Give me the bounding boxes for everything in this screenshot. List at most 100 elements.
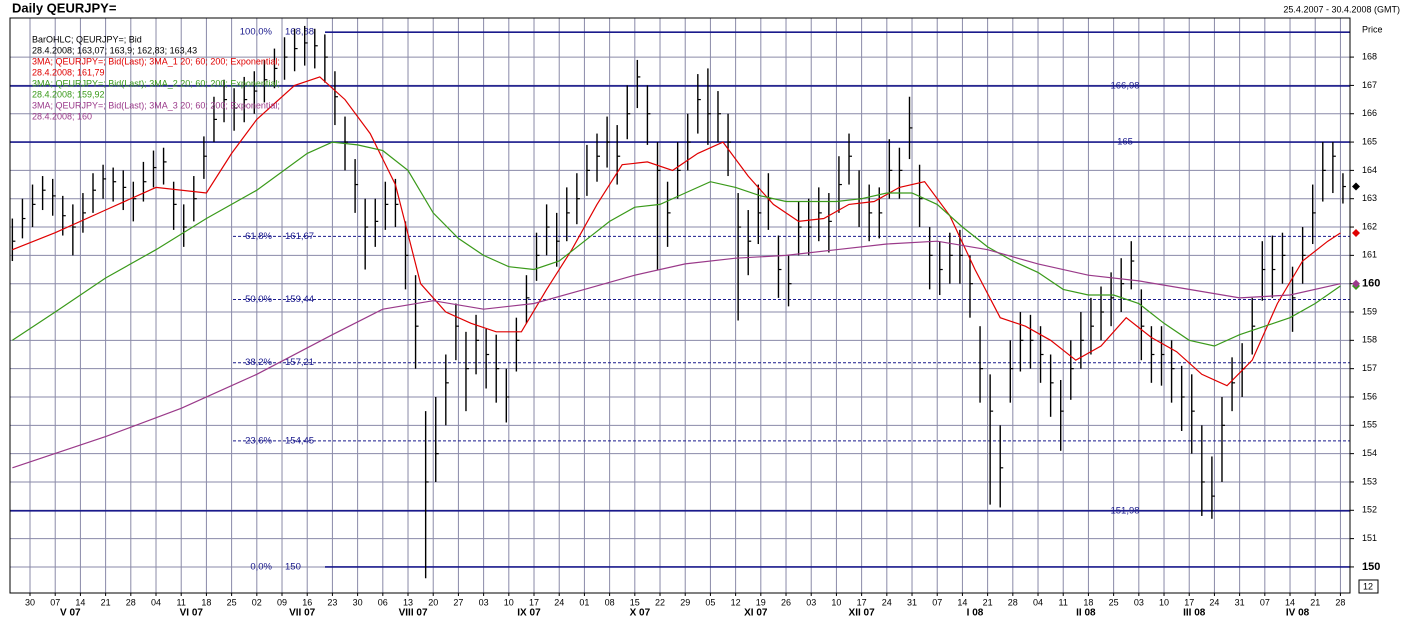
x-tick-label: 18 bbox=[1083, 597, 1093, 607]
legend-entry: 28.4.2008; 161,79 bbox=[32, 67, 105, 77]
x-tick-label: 09 bbox=[277, 597, 287, 607]
x-tick-label: 31 bbox=[907, 597, 917, 607]
x-tick-label: 10 bbox=[504, 597, 514, 607]
last-value-marker bbox=[1352, 182, 1360, 191]
corner-label: 12 bbox=[1363, 581, 1373, 591]
legend-entry: 3MA; QEURJPY=; Bid(Last); 3MA_1 20; 60; … bbox=[32, 56, 280, 66]
y-tick-label: 155 bbox=[1362, 420, 1377, 430]
x-tick-label: 28 bbox=[1335, 597, 1345, 607]
fib-price: 154,45 bbox=[285, 435, 314, 446]
x-tick-label: 08 bbox=[605, 597, 615, 607]
x-tick-label: 27 bbox=[453, 597, 463, 607]
x-tick-label: 17 bbox=[1184, 597, 1194, 607]
x-tick-label: 11 bbox=[1059, 597, 1068, 607]
x-tick-label: 01 bbox=[579, 597, 589, 607]
y-tick-label: 167 bbox=[1362, 80, 1377, 90]
x-tick-label: 26 bbox=[781, 597, 791, 607]
month-label: II 08 bbox=[1076, 608, 1096, 619]
month-label: IX 07 bbox=[517, 608, 541, 619]
x-tick-label: 14 bbox=[957, 597, 967, 607]
x-tick-label: 17 bbox=[857, 597, 867, 607]
level-label: 166,98 bbox=[1110, 80, 1139, 91]
y-tick-label: 150 bbox=[1362, 561, 1380, 573]
x-tick-label: 20 bbox=[428, 597, 438, 607]
x-tick-label: 12 bbox=[731, 597, 741, 607]
x-tick-label: 28 bbox=[1008, 597, 1018, 607]
x-tick-label: 24 bbox=[1209, 597, 1219, 607]
y-tick-label: 152 bbox=[1362, 505, 1377, 515]
x-tick-label: 16 bbox=[302, 597, 312, 607]
x-tick-label: 07 bbox=[932, 597, 942, 607]
x-tick-label: 19 bbox=[756, 597, 766, 607]
y-axis-label: Price bbox=[1362, 24, 1383, 34]
y-tick-label: 158 bbox=[1362, 335, 1377, 345]
last-value-marker bbox=[1352, 279, 1360, 288]
y-tick-label: 161 bbox=[1362, 250, 1377, 260]
ma-line bbox=[12, 76, 1341, 387]
x-tick-label: 18 bbox=[201, 597, 211, 607]
x-tick-label: 24 bbox=[882, 597, 892, 607]
legend-entry: 3MA; QEURJPY=; Bid(Last); 3MA_2 20; 60; … bbox=[32, 78, 280, 88]
fib-price: 157,21 bbox=[285, 357, 314, 368]
legend-entry: BarOHLC; QEURJPY=; Bid bbox=[32, 34, 142, 44]
month-label: X 07 bbox=[630, 608, 651, 619]
x-tick-label: 07 bbox=[50, 597, 60, 607]
y-tick-label: 151 bbox=[1362, 533, 1377, 543]
fib-percent: 61,8% bbox=[245, 231, 272, 242]
bars bbox=[11, 25, 1346, 579]
y-tick-label: 164 bbox=[1362, 165, 1377, 175]
month-label: IV 08 bbox=[1286, 608, 1310, 619]
x-tick-label: 03 bbox=[479, 597, 489, 607]
fib-percent: 50,0% bbox=[245, 294, 272, 305]
x-tick-label: 22 bbox=[655, 597, 665, 607]
x-tick-label: 05 bbox=[705, 597, 715, 607]
legend-entry: 28.4.2008; 160 bbox=[32, 111, 92, 121]
x-tick-label: 14 bbox=[75, 597, 85, 607]
chart-title: Daily QEURJPY= bbox=[12, 0, 117, 15]
x-tick-label: 28 bbox=[126, 597, 136, 607]
month-label: III 08 bbox=[1183, 608, 1206, 619]
last-value-marker bbox=[1352, 228, 1360, 237]
y-tick-label: 168 bbox=[1362, 51, 1377, 61]
x-tick-label: 31 bbox=[1235, 597, 1245, 607]
y-tick-label: 159 bbox=[1362, 306, 1377, 316]
y-tick-label: 162 bbox=[1362, 221, 1377, 231]
y-tick-label: 166 bbox=[1362, 108, 1377, 118]
fib-percent: 38,2% bbox=[245, 357, 272, 368]
plot-frame bbox=[9, 17, 1351, 594]
x-tick-label: 04 bbox=[151, 597, 161, 607]
month-label: XII 07 bbox=[849, 608, 876, 619]
x-tick-label: 30 bbox=[353, 597, 363, 607]
x-tick-label: 15 bbox=[630, 597, 640, 607]
legend-entry: 3MA; QEURJPY=; Bid(Last); 3MA_3 20; 60; … bbox=[32, 100, 280, 110]
month-label: I 08 bbox=[967, 608, 984, 619]
legend-entry: 28.4.2008; 163,07; 163,9; 162,83; 163,43 bbox=[32, 45, 197, 55]
x-tick-label: 10 bbox=[831, 597, 841, 607]
x-tick-label: 04 bbox=[1033, 597, 1043, 607]
level-label: 151,98 bbox=[1110, 505, 1139, 516]
month-label: VII 07 bbox=[289, 608, 316, 619]
fib-percent: 23,6% bbox=[245, 435, 272, 446]
x-tick-label: 13 bbox=[403, 597, 413, 607]
y-tick-label: 154 bbox=[1362, 448, 1377, 458]
x-tick-label: 17 bbox=[529, 597, 539, 607]
fib-price: 168,88 bbox=[285, 27, 314, 38]
fib-price: 161,67 bbox=[285, 231, 314, 242]
x-tick-label: 25 bbox=[227, 597, 237, 607]
x-tick-label: 23 bbox=[327, 597, 337, 607]
x-tick-label: 21 bbox=[983, 597, 993, 607]
ma-line bbox=[12, 240, 1341, 469]
corner-box bbox=[1358, 579, 1379, 594]
y-tick-label: 156 bbox=[1362, 391, 1377, 401]
legend-entry: 28.4.2008; 159,92 bbox=[32, 89, 105, 99]
x-tick-label: 21 bbox=[101, 597, 111, 607]
month-label: V 07 bbox=[60, 608, 81, 619]
x-tick-label: 30 bbox=[25, 597, 35, 607]
x-tick-label: 07 bbox=[1260, 597, 1270, 607]
fib-price: 159,44 bbox=[285, 294, 314, 305]
level-label: 165 bbox=[1117, 137, 1133, 148]
y-tick-label: 160 bbox=[1362, 278, 1380, 290]
date-range: 25.4.2007 - 30.4.2008 (GMT) bbox=[1283, 4, 1400, 14]
